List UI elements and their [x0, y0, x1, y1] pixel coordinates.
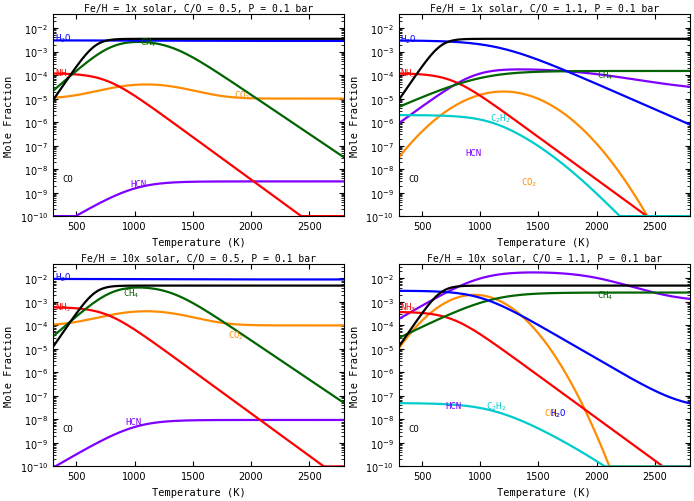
Text: CO: CO [62, 175, 73, 183]
Text: NH$_3$: NH$_3$ [400, 67, 417, 80]
Y-axis label: Mole Fraction: Mole Fraction [350, 325, 359, 406]
Text: HCN: HCN [125, 417, 142, 426]
Title: Fe/H = 10x solar, C/O = 1.1, P = 0.1 bar: Fe/H = 10x solar, C/O = 1.1, P = 0.1 bar [427, 254, 662, 264]
Text: CO$_2$: CO$_2$ [521, 176, 537, 188]
Text: CH$_4$: CH$_4$ [123, 287, 139, 299]
Text: HCN: HCN [446, 401, 462, 410]
Text: C$_2$H$_2$: C$_2$H$_2$ [486, 399, 507, 412]
Y-axis label: Mole Fraction: Mole Fraction [350, 75, 359, 156]
Text: H$_2$O: H$_2$O [400, 34, 417, 46]
Text: HCN: HCN [465, 149, 481, 158]
Text: CH$_4$: CH$_4$ [597, 289, 613, 302]
Text: HCN: HCN [130, 179, 146, 188]
X-axis label: Temperature (K): Temperature (K) [498, 237, 591, 247]
X-axis label: Temperature (K): Temperature (K) [152, 487, 246, 497]
Text: NH$_3$: NH$_3$ [55, 67, 71, 80]
Text: CO: CO [408, 175, 418, 183]
Text: CO$_2$: CO$_2$ [234, 89, 250, 102]
Title: Fe/H = 1x solar, C/O = 1.1, P = 0.1 bar: Fe/H = 1x solar, C/O = 1.1, P = 0.1 bar [430, 4, 659, 14]
Text: H$_2$O: H$_2$O [55, 271, 71, 283]
X-axis label: Temperature (K): Temperature (K) [498, 487, 591, 497]
Text: NH$_3$: NH$_3$ [400, 301, 417, 314]
Text: CO$_2$: CO$_2$ [228, 329, 244, 341]
Text: C$_2$H$_2$: C$_2$H$_2$ [489, 113, 510, 125]
Text: CH$_4$: CH$_4$ [597, 70, 613, 82]
Title: Fe/H = 10x solar, C/O = 0.5, P = 0.1 bar: Fe/H = 10x solar, C/O = 0.5, P = 0.1 bar [81, 254, 316, 264]
Text: CO: CO [62, 424, 73, 433]
Text: H$_2$O: H$_2$O [55, 32, 71, 45]
Text: NH$_3$: NH$_3$ [55, 301, 71, 314]
Text: H$_2$O: H$_2$O [550, 406, 567, 419]
Y-axis label: Mole Fraction: Mole Fraction [4, 325, 14, 406]
Text: CH$_4$: CH$_4$ [140, 37, 157, 50]
X-axis label: Temperature (K): Temperature (K) [152, 237, 246, 247]
Title: Fe/H = 1x solar, C/O = 0.5, P = 0.1 bar: Fe/H = 1x solar, C/O = 0.5, P = 0.1 bar [84, 4, 313, 14]
Y-axis label: Mole Fraction: Mole Fraction [4, 75, 14, 156]
Text: CO$_2$: CO$_2$ [544, 406, 561, 419]
Text: CO: CO [408, 424, 418, 433]
